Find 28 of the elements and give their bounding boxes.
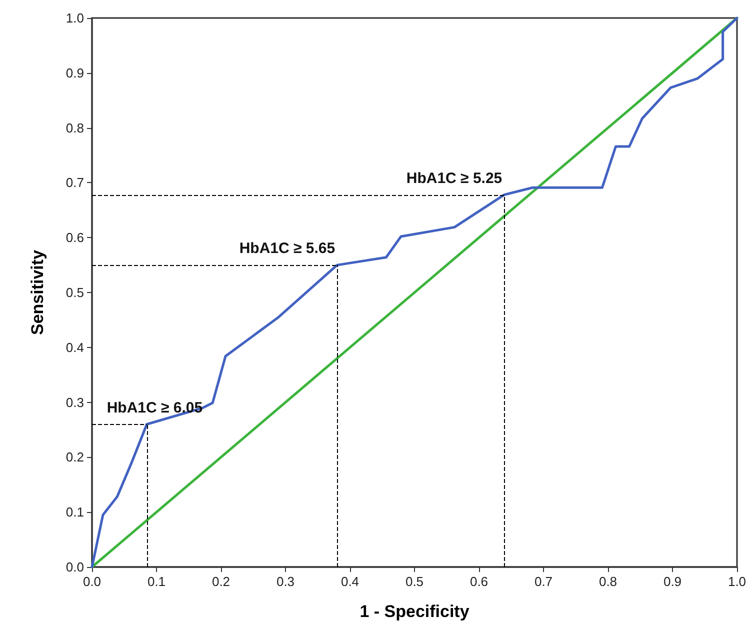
annotation: HbA1C ≥ 6.05	[106, 399, 203, 416]
x-tick-label: 0.1	[147, 574, 166, 589]
y-tick-label: 0.7	[66, 175, 84, 190]
x-tick-label: 1.0	[728, 574, 746, 589]
line-series	[90, 16, 738, 568]
y-tick-label: 0.6	[66, 230, 84, 246]
x-tick-label: 0.9	[663, 574, 682, 589]
x-tick-label: 0.0	[82, 574, 102, 589]
x-tick-label: 0.5	[405, 574, 424, 589]
x-tick-label: 0.6	[470, 574, 488, 589]
x-tick-label: 0.4	[340, 574, 360, 589]
y-tick-label: 0.2	[66, 450, 84, 465]
x-tick-label: 0.3	[276, 574, 295, 589]
y-tick-label: 0.5	[66, 285, 84, 300]
y-tick-label: 0.9	[66, 65, 84, 80]
y-axis-title: Sensitivity	[28, 249, 47, 336]
x-tick-label: 0.8	[598, 574, 618, 589]
annotation: HbA1C ≥ 5.65	[239, 240, 336, 258]
x-tick-label: 0.7	[534, 574, 553, 589]
y-tick-label: 1.0	[66, 10, 84, 26]
annotation: HbA1C ≥ 5.25	[406, 170, 502, 187]
x-tick-label: 0.2	[212, 574, 230, 589]
y-tick-label: 0.8	[66, 120, 84, 136]
x-axis-title: 1 - Specificity	[360, 602, 470, 621]
y-tick-label: 0.3	[66, 394, 84, 410]
y-tick-label: 0.4	[66, 340, 84, 355]
y-tick-label: 0.0	[66, 560, 84, 574]
y-tick-label: 0.1	[66, 504, 84, 520]
